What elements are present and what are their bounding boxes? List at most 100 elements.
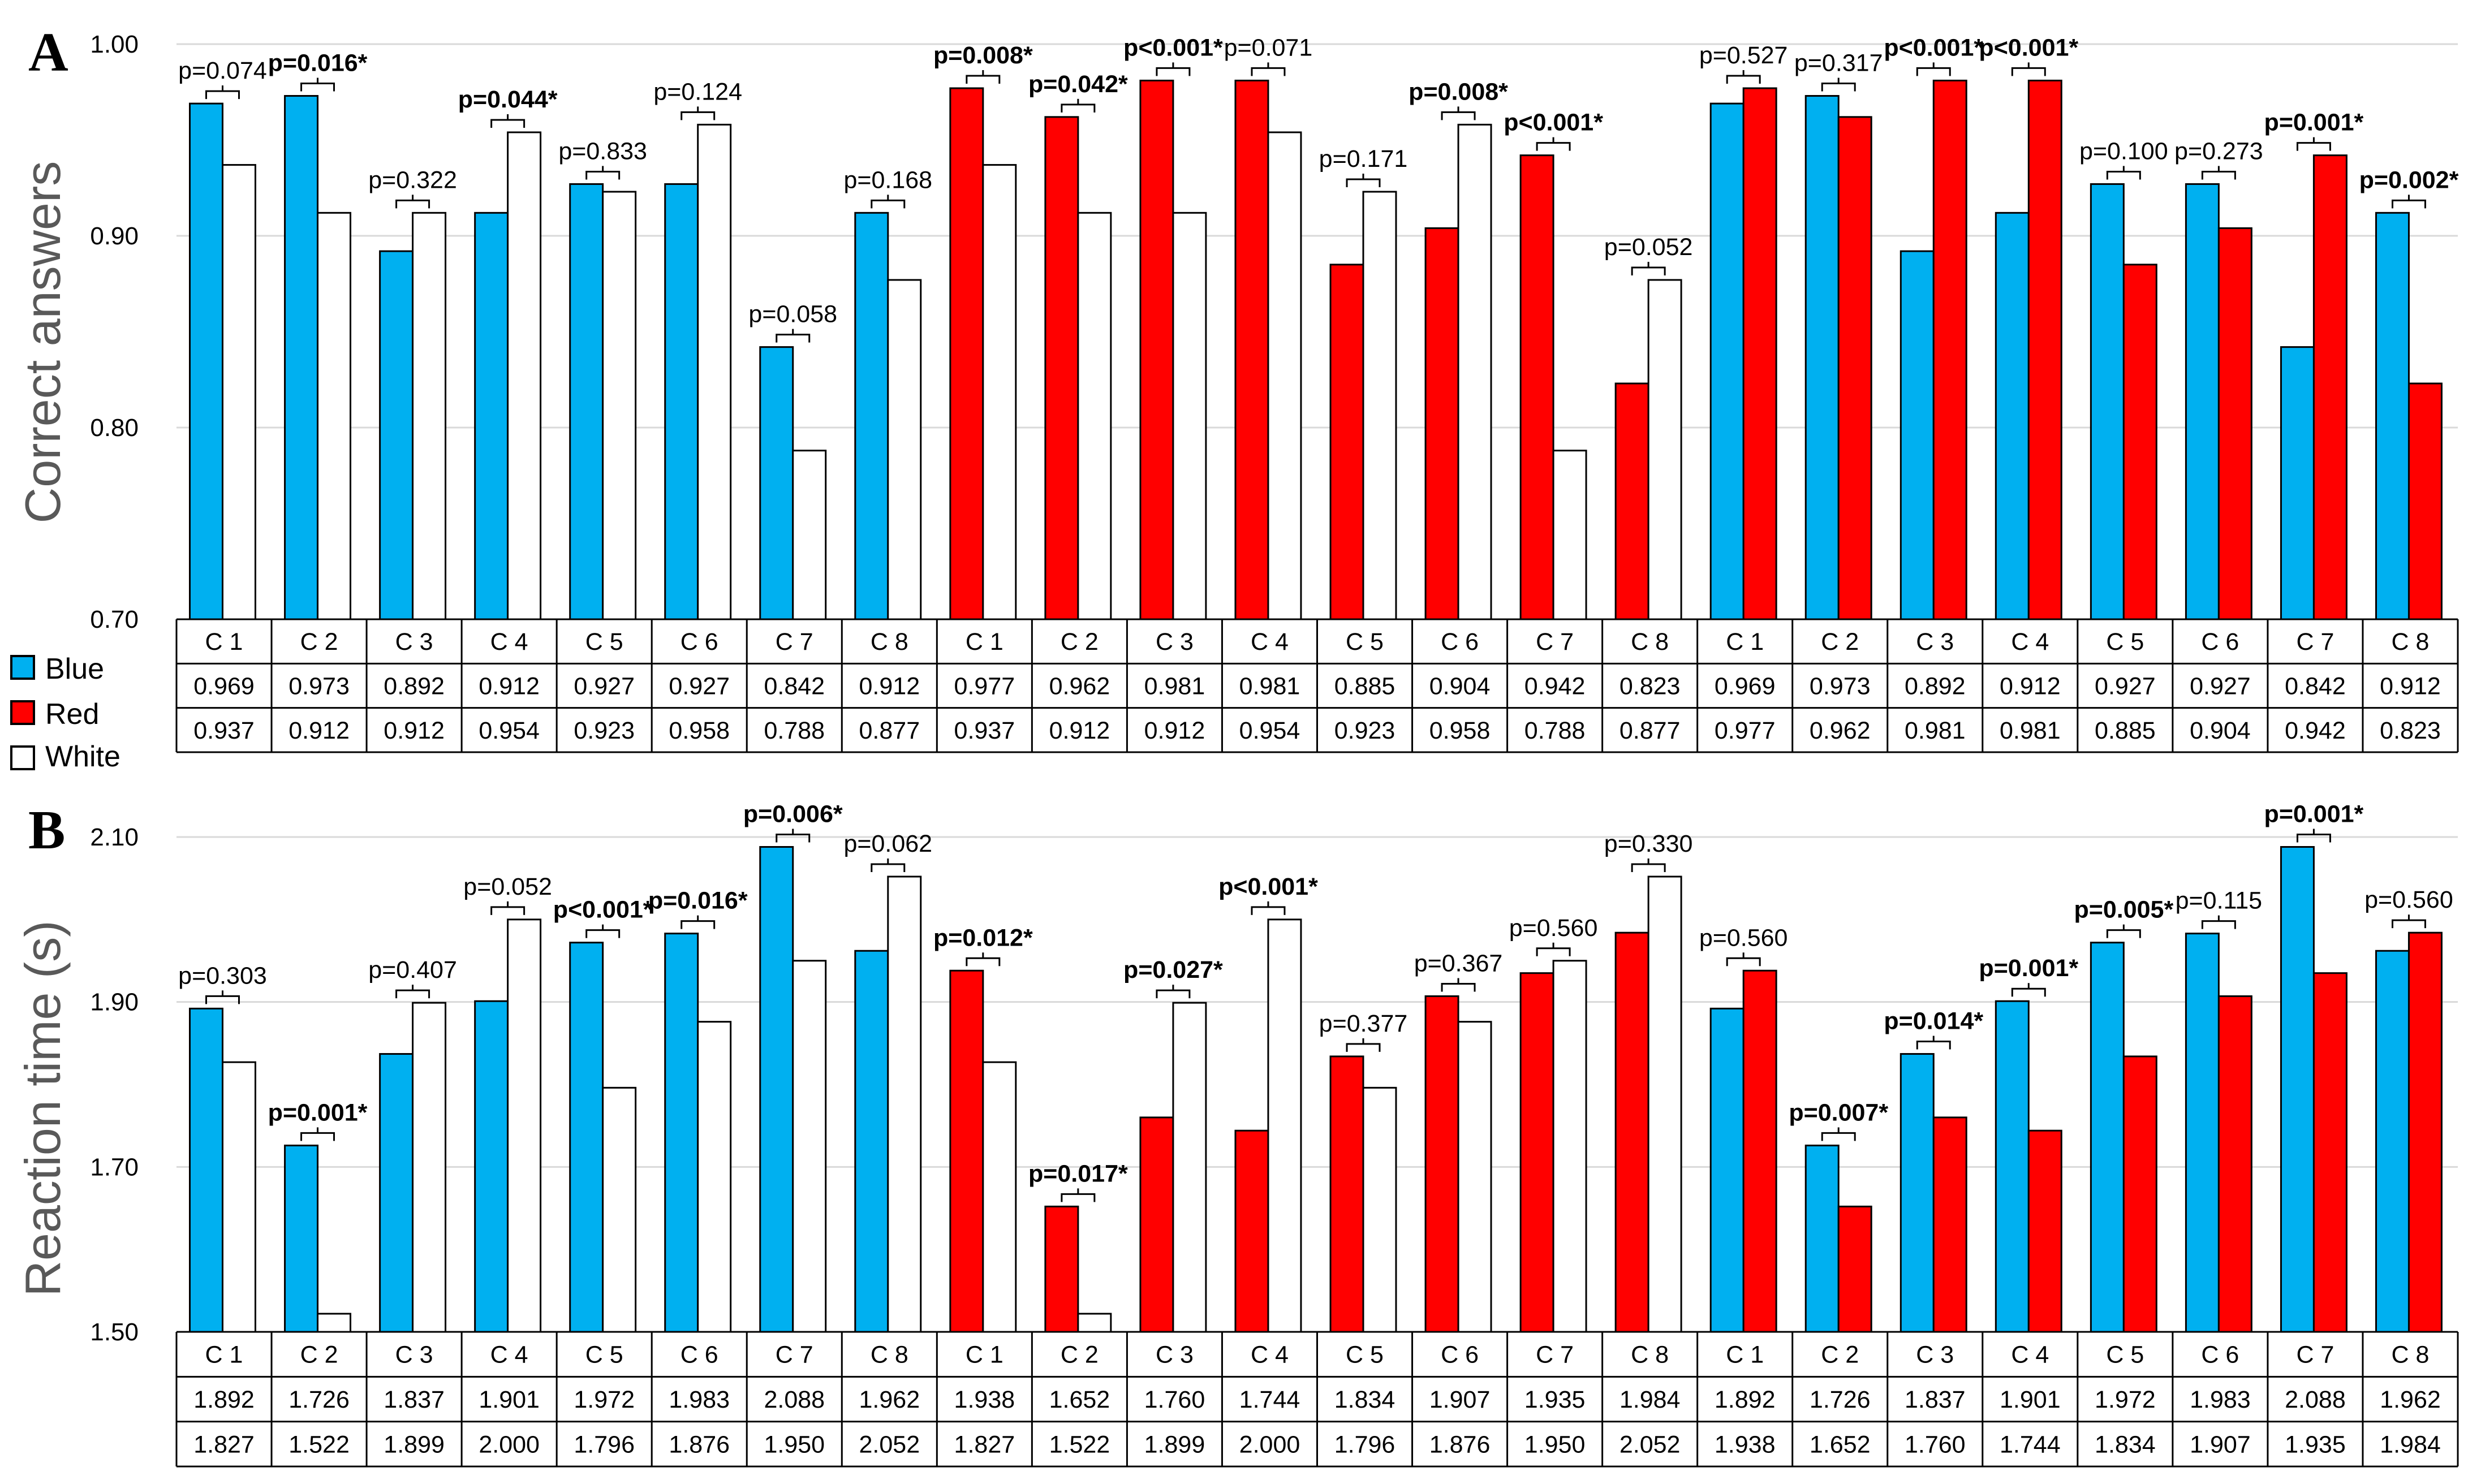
bar-a-4-second xyxy=(507,131,542,620)
pvalue-bracket-a-17 xyxy=(1726,75,1761,84)
bar-b-2-second xyxy=(317,1313,352,1333)
bar-a-10-second xyxy=(1077,212,1112,620)
table-value-b-2-first: 1.726 xyxy=(288,1386,350,1413)
pvalue-bracket-b-17 xyxy=(1726,957,1761,967)
legend-label-red: Red xyxy=(45,698,99,731)
bar-a-8-first xyxy=(854,212,889,620)
table-value-a-21-first: 0.927 xyxy=(2095,673,2156,700)
legend-swatch-white xyxy=(10,745,35,770)
pvalue-label-a-15: p<0.001* xyxy=(1504,109,1603,136)
bar-a-20-second xyxy=(2027,79,2062,620)
table-value-b-4-second: 2.000 xyxy=(479,1431,540,1458)
pvalue-bracket-b-19 xyxy=(1916,1041,1951,1050)
table-value-a-8-first: 0.912 xyxy=(859,673,920,700)
table-value-a-4-first: 0.912 xyxy=(479,673,540,700)
pvalue-bracket-a-8 xyxy=(871,199,906,209)
table-header-b-20: C 4 xyxy=(2011,1341,2049,1369)
table-value-b-20-first: 1.901 xyxy=(2000,1386,2061,1413)
ylabel-a: Correct answers xyxy=(15,161,71,524)
bar-b-11-second xyxy=(1172,1002,1207,1333)
pvalue-label-a-5: p=0.833 xyxy=(558,137,647,165)
bar-a-14-first xyxy=(1424,227,1459,620)
pvalue-bracket-a-10 xyxy=(1061,103,1096,113)
ytick-b-1: 1.70 xyxy=(90,1153,139,1181)
table-value-b-13-second: 1.796 xyxy=(1334,1431,1395,1458)
bar-a-21-second xyxy=(2122,264,2157,620)
table-value-a-16-second: 0.877 xyxy=(1620,717,1681,744)
bar-a-17-second xyxy=(1742,87,1777,620)
bar-b-10-second xyxy=(1077,1313,1112,1333)
bar-b-19-second xyxy=(1932,1116,1967,1333)
bar-a-11-first xyxy=(1139,79,1174,620)
pvalue-bracket-a-9 xyxy=(966,75,1001,84)
table-value-b-23-first: 2.088 xyxy=(2285,1386,2346,1413)
table-header-a-19: C 3 xyxy=(1916,628,1954,655)
bar-a-5-second xyxy=(602,191,637,620)
bar-b-19-first xyxy=(1900,1053,1935,1333)
bar-b-12-second xyxy=(1267,918,1302,1333)
bar-a-5-first xyxy=(569,183,604,620)
table-header-a-24: C 8 xyxy=(2392,628,2430,655)
pvalue-label-b-19: p=0.014* xyxy=(1884,1008,1983,1035)
pvalue-label-a-16: p=0.052 xyxy=(1604,234,1693,261)
table-header-b-17: C 1 xyxy=(1726,1341,1764,1369)
table-header-a-7: C 7 xyxy=(776,628,813,655)
pvalue-bracket-b-3 xyxy=(395,989,430,999)
table-header-a-23: C 7 xyxy=(2296,628,2334,655)
bar-b-14-second xyxy=(1457,1021,1492,1333)
table-header-a-10: C 2 xyxy=(1061,628,1099,655)
pvalue-bracket-b-8 xyxy=(871,863,906,872)
pvalue-label-a-24: p=0.002* xyxy=(2359,166,2459,193)
table-header-b-12: C 4 xyxy=(1251,1341,1289,1369)
bar-b-5-second xyxy=(602,1086,637,1333)
bar-a-9-second xyxy=(982,164,1017,620)
table-value-b-16-second: 2.052 xyxy=(1620,1431,1681,1458)
table-header-b-19: C 3 xyxy=(1916,1341,1954,1369)
bar-a-18-first xyxy=(1804,95,1840,620)
table-value-a-12-second: 0.954 xyxy=(1239,717,1300,744)
table-value-b-15-first: 1.935 xyxy=(1524,1386,1586,1413)
pvalue-label-a-19: p<0.001* xyxy=(1884,34,1983,61)
table-value-b-18-second: 1.652 xyxy=(1810,1431,1871,1458)
bar-a-1-first xyxy=(189,102,224,620)
table-value-b-6-second: 1.876 xyxy=(669,1431,730,1458)
pvalue-bracket-a-5 xyxy=(585,170,621,180)
pvalue-bracket-b-18 xyxy=(1821,1132,1856,1141)
table-header-a-15: C 7 xyxy=(1536,628,1574,655)
table-value-a-12-first: 0.981 xyxy=(1239,673,1300,700)
pvalue-bracket-a-18 xyxy=(1821,83,1856,92)
table-value-a-4-second: 0.954 xyxy=(479,717,540,744)
bar-b-4-second xyxy=(507,918,542,1333)
table-header-b-23: C 7 xyxy=(2296,1341,2334,1369)
pvalue-bracket-b-12 xyxy=(1251,906,1286,915)
table-value-b-1-second: 1.827 xyxy=(193,1431,255,1458)
ytick-b-2: 1.90 xyxy=(90,989,139,1016)
pvalue-label-a-17: p=0.527 xyxy=(1699,42,1788,69)
table-value-b-1-first: 1.892 xyxy=(193,1386,255,1413)
table-value-a-20-first: 0.912 xyxy=(2000,673,2061,700)
bar-a-4-first xyxy=(474,212,509,620)
table-value-b-24-first: 1.962 xyxy=(2380,1386,2441,1413)
pvalue-bracket-a-3 xyxy=(395,199,430,209)
table-header-a-11: C 3 xyxy=(1156,628,1194,655)
bar-b-21-second xyxy=(2122,1055,2157,1333)
pvalue-label-b-22: p=0.115 xyxy=(2176,887,2262,914)
bar-a-24-second xyxy=(2407,382,2443,620)
table-header-b-18: C 2 xyxy=(1821,1341,1859,1369)
bar-a-23-first xyxy=(2280,346,2315,620)
table-value-b-18-first: 1.726 xyxy=(1810,1386,1871,1413)
pvalue-label-b-2: p=0.001* xyxy=(268,1099,368,1126)
panel-letter-a: A xyxy=(28,22,68,83)
table-value-b-21-second: 1.834 xyxy=(2095,1431,2156,1458)
table-value-a-2-first: 0.973 xyxy=(288,673,350,700)
legend: Blue Red White xyxy=(10,653,120,773)
bar-a-24-first xyxy=(2375,212,2410,620)
pvalue-bracket-a-22 xyxy=(2201,170,2236,180)
bar-a-3-second xyxy=(412,212,447,620)
pvalue-label-b-5: p<0.001* xyxy=(553,896,653,924)
table-value-a-6-second: 0.958 xyxy=(669,717,730,744)
bar-b-23-first xyxy=(2280,846,2315,1333)
pvalue-bracket-b-5 xyxy=(585,929,621,938)
table-value-b-8-first: 1.962 xyxy=(859,1386,920,1413)
pvalue-label-b-16: p=0.330 xyxy=(1604,830,1693,857)
